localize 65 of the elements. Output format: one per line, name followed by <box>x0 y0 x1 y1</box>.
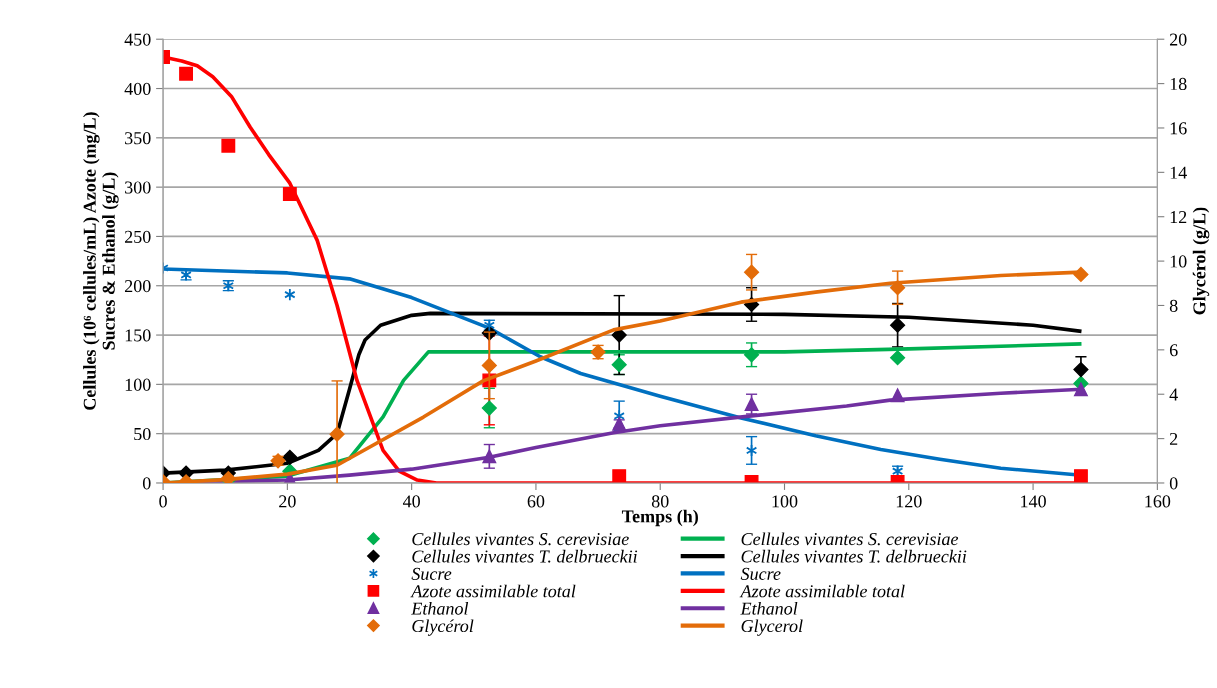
x-tick-label: 120 <box>896 495 922 508</box>
point <box>1073 469 1088 483</box>
y-tick-label: 100 <box>125 378 151 391</box>
point <box>282 187 297 201</box>
y-axis-title: Cellules (10⁶ cellules/mL) Azote (mg/L) Sucres & Ethanol (g/L) <box>83 112 119 410</box>
point <box>481 400 497 416</box>
y-tick-label: 450 <box>124 33 151 46</box>
x-tick-label: 60 <box>527 495 545 508</box>
legend-label: Azote assimilable total <box>739 584 905 598</box>
x-tick-label: 160 <box>1145 495 1171 508</box>
y-tick-label: 350 <box>125 132 151 145</box>
point <box>744 264 760 280</box>
y-tick-label: 50 <box>134 427 151 441</box>
y2-tick-label: 14 <box>1170 166 1187 179</box>
point <box>1073 362 1089 378</box>
point <box>890 350 906 366</box>
point <box>329 426 345 442</box>
point <box>481 357 497 373</box>
x-tick-label: 20 <box>279 495 296 508</box>
y-tick-label: 200 <box>124 280 151 293</box>
y-tick-label: 250 <box>124 230 151 243</box>
point <box>282 449 298 465</box>
y2-tick-label: 20 <box>1169 33 1187 46</box>
y2-tick-label: 16 <box>1170 122 1187 135</box>
legend-label: Azote assimilable total <box>410 584 576 598</box>
legend-label: Ethanol <box>411 602 469 615</box>
y2-tick-label: 10 <box>1170 255 1187 268</box>
y2-tick-label: 0 <box>1169 477 1178 490</box>
y-tick-label: 150 <box>125 329 151 342</box>
legend-label: Ethanol <box>740 602 798 615</box>
point <box>612 469 627 483</box>
x-axis-title: Temps (h) <box>621 509 698 527</box>
legend-label: Cellules vivantes S. cerevisiae <box>741 532 959 546</box>
y2-tick-label: 18 <box>1170 77 1187 91</box>
legend-label: Sucre <box>740 567 781 580</box>
legend-label: Cellules vivantes T. delbrueckii <box>741 549 967 563</box>
point <box>744 347 760 363</box>
legend-label: Glycerol <box>741 619 803 636</box>
y-tick-label: 400 <box>124 82 151 95</box>
y2-tick-label: 6 <box>1169 344 1178 357</box>
x-tick-label: 100 <box>772 495 798 508</box>
point <box>890 280 906 296</box>
y2-tick-label: 2 <box>1169 432 1178 445</box>
y-tick-label: 0 <box>142 477 151 490</box>
point <box>1073 382 1088 397</box>
y2-tick-label: 4 <box>1169 388 1178 401</box>
y2-tick-label: 8 <box>1169 299 1178 312</box>
x-tick-label: 40 <box>402 495 420 508</box>
point <box>890 317 906 333</box>
y-tick-label: 300 <box>125 181 151 194</box>
legend-label: Cellules vivantes T. delbrueckii <box>412 549 638 563</box>
legend-label: Cellules vivantes S. cerevisiae <box>412 532 629 546</box>
x-tick-label: 80 <box>651 495 669 508</box>
x-tick-label: 140 <box>1021 495 1046 508</box>
legend-label: Glycérol <box>412 619 474 636</box>
point <box>221 138 236 153</box>
point <box>482 449 497 464</box>
point <box>611 357 627 373</box>
point <box>179 66 194 81</box>
point <box>744 397 759 412</box>
x-tick-label: 0 <box>159 495 167 508</box>
y2-axis-title: Glycérol (g/L) <box>1192 207 1210 315</box>
point <box>1073 266 1089 282</box>
y2-tick-label: 12 <box>1170 211 1187 223</box>
point <box>890 388 905 403</box>
